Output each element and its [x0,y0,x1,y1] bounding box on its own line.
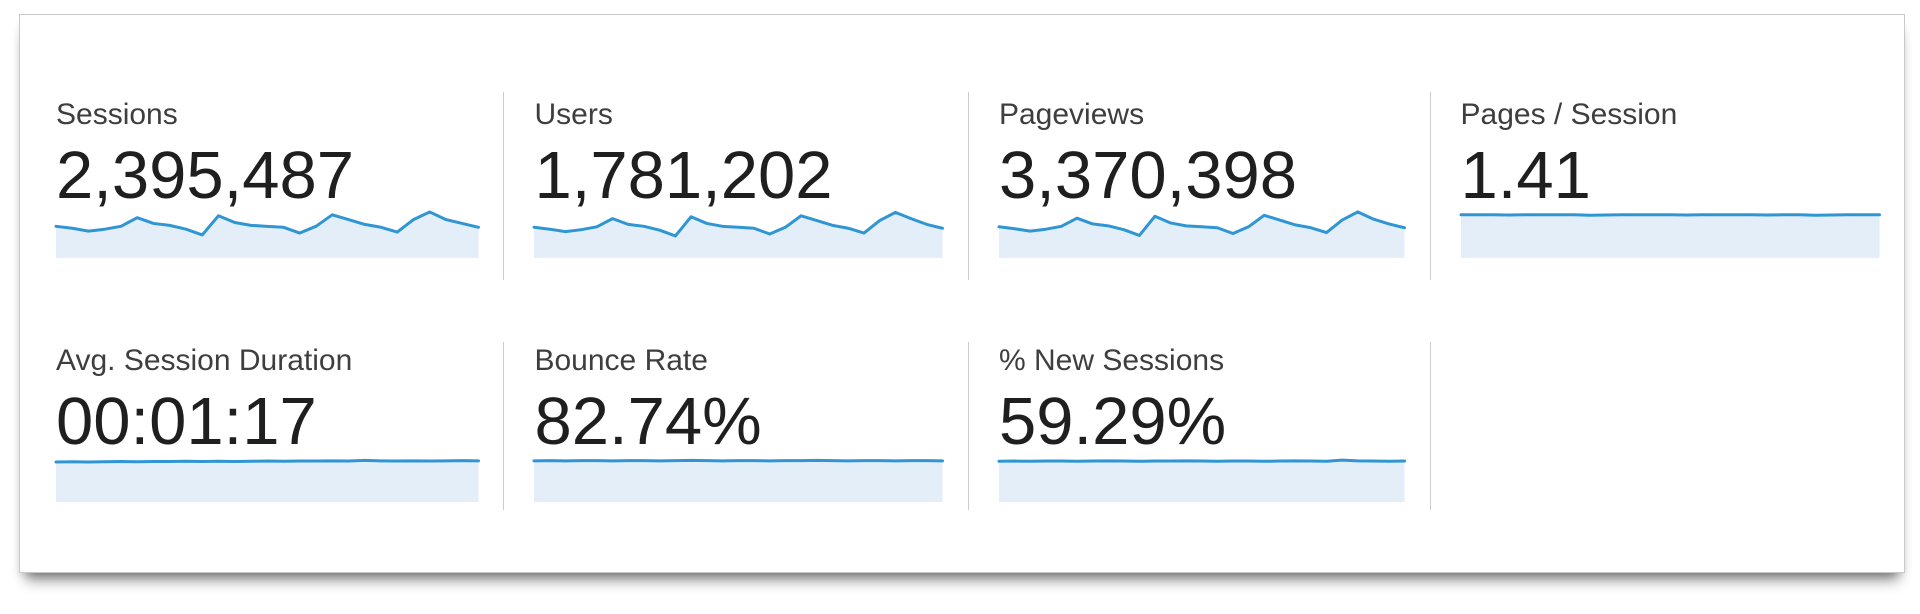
spark-fill [56,460,479,502]
metrics-summary-panel: Sessions 2,395,487 Users 1,781,202 Pagev… [19,14,1905,573]
sessions-sparkline [56,210,478,258]
bounce-rate-sparkline [534,456,943,502]
metric-label: Users [534,98,613,131]
metric-card-pageviews: Pageviews 3,370,398 [967,92,1430,280]
spark-line [56,460,478,462]
metric-value: 00:01:17 [56,384,317,459]
metric-value: 1,781,202 [534,138,833,213]
metric-label: Bounce Rate [534,344,708,377]
spark-fill [56,211,479,258]
empty-cell [1429,342,1905,510]
percent-new-sessions-sparkline [999,456,1405,502]
metric-value: 1.41 [1460,138,1591,213]
pages-per-session-sparkline [1461,210,1880,258]
metric-card-users: Users 1,781,202 [503,92,968,280]
metric-card-avg-session-duration: Avg. Session Duration 00:01:17 [20,342,503,510]
spark-fill [998,211,1405,258]
avg-session-duration-sparkline [56,456,478,502]
spark-fill [534,212,943,258]
metric-value: 2,395,487 [56,138,355,213]
metrics-row-2: Avg. Session Duration 00:01:17 Bounce Ra… [20,342,1904,510]
metric-label: Pageviews [998,98,1145,131]
metric-label: Pages / Session [1460,98,1678,131]
metric-label: % New Sessions [998,344,1225,377]
spark-fill [998,460,1405,502]
metric-value: 82.74% [534,384,762,459]
metrics-row-1: Sessions 2,395,487 Users 1,781,202 Pagev… [20,92,1904,280]
spark-line [56,212,478,235]
spark-line [534,212,943,236]
spark-fill [534,460,943,502]
metric-value: 59.29% [998,384,1227,459]
metric-card-percent-new-sessions: % New Sessions 59.29% [967,342,1430,510]
metric-card-pages-per-session: Pages / Session 1.41 [1429,92,1905,280]
metric-label: Avg. Session Duration [56,344,353,377]
metric-card-bounce-rate: Bounce Rate 82.74% [503,342,968,510]
pageviews-sparkline [999,210,1405,258]
metric-label: Sessions [56,98,178,131]
spark-line [999,460,1405,461]
spark-line [999,212,1405,236]
users-sparkline [534,210,943,258]
spark-fill [1460,214,1879,258]
metric-card-sessions: Sessions 2,395,487 [20,92,503,280]
metric-value: 3,370,398 [998,138,1298,213]
